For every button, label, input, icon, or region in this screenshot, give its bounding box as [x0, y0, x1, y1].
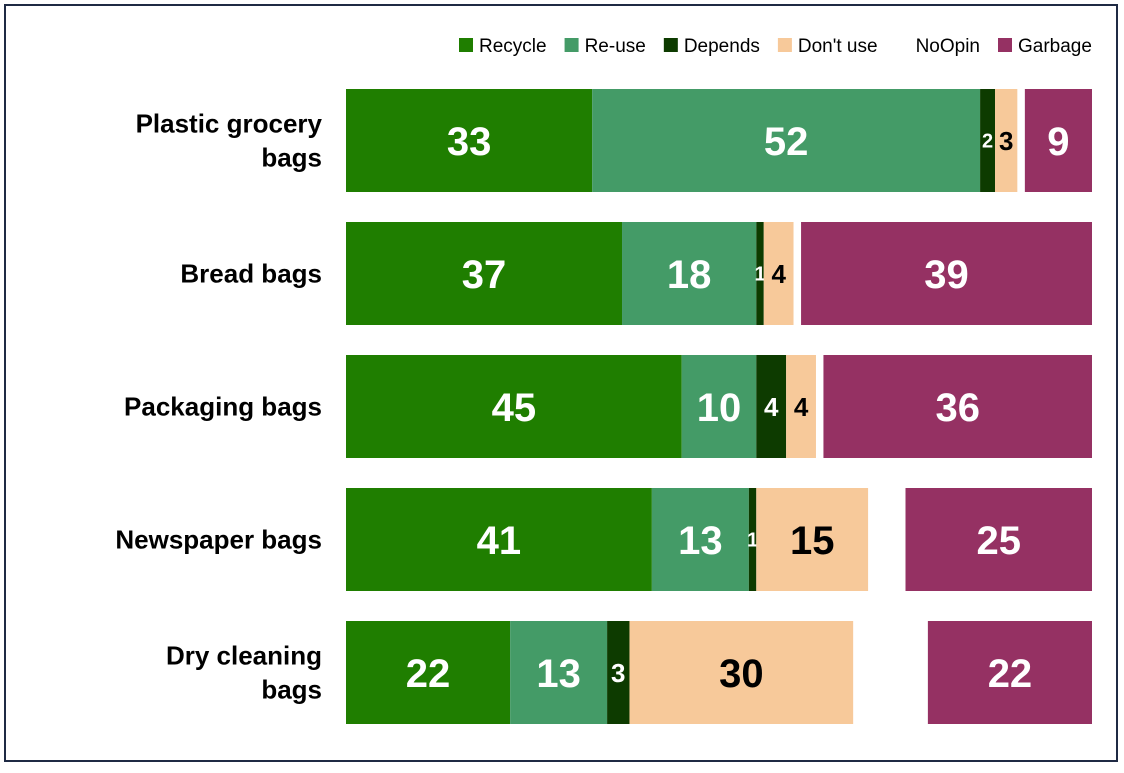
legend-label-depends: Depends — [684, 36, 760, 57]
legend-swatch-re-use — [564, 38, 579, 52]
legend-label-don-t-use: Don't use — [798, 36, 878, 57]
category-label-bread-bags: Bread bags — [180, 259, 322, 289]
data-label-re-use-plastic-grocery-bags: 52 — [764, 120, 809, 164]
bar-depends-dry-cleaning-bags — [607, 621, 630, 724]
bar-recycle-bread-bags — [346, 222, 623, 325]
bar-depends-newspaper-bags — [748, 488, 757, 591]
bar-noopin-plastic-grocery-bags — [1017, 89, 1025, 192]
bar-garbage-plastic-grocery-bags — [1024, 89, 1092, 192]
data-label-recycle-dry-cleaning-bags: 22 — [406, 652, 451, 696]
category-label-plastic-grocery-bags: Plastic grocery bags — [136, 109, 323, 173]
bar-re-use-bread-bags — [622, 222, 757, 325]
bar-depends-packaging-bags — [756, 355, 787, 458]
legend-item-recycle: Recycle — [459, 36, 547, 57]
bar-noopin-dry-cleaning-bags — [853, 621, 928, 724]
legend-item-garbage: Garbage — [998, 36, 1092, 57]
legend-item-depends: Depends — [663, 36, 760, 57]
bar-don-t-use-packaging-bags — [786, 355, 816, 458]
data-label-re-use-bread-bags: 18 — [667, 253, 712, 297]
bar-re-use-dry-cleaning-bags — [510, 621, 608, 724]
bar-depends-plastic-grocery-bags — [980, 89, 996, 192]
bar-don-t-use-dry-cleaning-bags — [629, 621, 854, 724]
legend-item-noopin: NoOpin — [916, 36, 980, 57]
legend-label-recycle: Recycle — [479, 36, 547, 57]
bar-don-t-use-newspaper-bags — [756, 488, 869, 591]
data-label-depends-bread-bags: 1 — [754, 264, 765, 286]
category-label-line: Bread bags — [180, 259, 322, 289]
legend-swatch-garbage — [998, 38, 1012, 52]
legend-item-don-t-use: Don't use — [777, 36, 878, 57]
data-label-don-t-use-dry-cleaning-bags: 30 — [719, 652, 764, 696]
legend-label-re-use: Re-use — [585, 36, 646, 57]
data-label-recycle-bread-bags: 37 — [462, 253, 507, 297]
category-label-line: bags — [261, 143, 322, 173]
category-label-line: Packaging bags — [124, 392, 322, 422]
data-label-depends-newspaper-bags: 1 — [747, 530, 758, 552]
category-label-line: Plastic grocery — [136, 109, 323, 139]
data-label-garbage-plastic-grocery-bags: 9 — [1047, 120, 1069, 164]
data-label-re-use-dry-cleaning-bags: 13 — [536, 652, 581, 696]
data-label-recycle-newspaper-bags: 41 — [477, 519, 522, 563]
data-label-garbage-dry-cleaning-bags: 22 — [988, 652, 1033, 696]
data-label-recycle-packaging-bags: 45 — [492, 386, 537, 430]
category-label-line: Dry cleaning — [166, 641, 322, 671]
category-label-packaging-bags: Packaging bags — [124, 392, 322, 422]
data-label-don-t-use-plastic-grocery-bags: 3 — [999, 126, 1013, 156]
data-label-don-t-use-newspaper-bags: 15 — [790, 519, 835, 563]
bar-re-use-plastic-grocery-bags — [592, 89, 981, 192]
bar-recycle-packaging-bags — [346, 355, 682, 458]
bar-noopin-bread-bags — [793, 222, 802, 325]
data-label-depends-plastic-grocery-bags: 2 — [982, 131, 993, 153]
legend-label-noopin: NoOpin — [916, 36, 980, 57]
bar-recycle-dry-cleaning-bags — [346, 621, 511, 724]
data-label-garbage-packaging-bags: 36 — [935, 386, 980, 430]
bar-garbage-packaging-bags — [823, 355, 1092, 458]
data-label-re-use-newspaper-bags: 13 — [678, 519, 723, 563]
legend-swatch-don-t-use — [777, 38, 792, 52]
data-label-depends-dry-cleaning-bags: 3 — [611, 658, 625, 688]
data-label-re-use-packaging-bags: 10 — [697, 386, 742, 430]
category-label-line: bags — [261, 675, 322, 705]
data-label-don-t-use-packaging-bags: 4 — [794, 392, 809, 422]
bar-re-use-newspaper-bags — [651, 488, 749, 591]
data-label-garbage-newspaper-bags: 25 — [977, 519, 1022, 563]
data-label-don-t-use-bread-bags: 4 — [771, 259, 786, 289]
bar-garbage-bread-bags — [801, 222, 1092, 325]
data-label-recycle-plastic-grocery-bags: 33 — [447, 120, 492, 164]
legend-label-garbage: Garbage — [1018, 36, 1092, 57]
category-label-newspaper-bags: Newspaper bags — [115, 525, 322, 555]
bar-don-t-use-plastic-grocery-bags — [995, 89, 1018, 192]
legend-swatch-depends — [663, 38, 678, 52]
data-label-depends-packaging-bags: 4 — [764, 392, 779, 422]
bar-re-use-packaging-bags — [681, 355, 757, 458]
bar-garbage-dry-cleaning-bags — [927, 621, 1092, 724]
category-label-line: Newspaper bags — [115, 525, 322, 555]
bar-garbage-newspaper-bags — [905, 488, 1092, 591]
bar-recycle-plastic-grocery-bags — [346, 89, 593, 192]
data-label-garbage-bread-bags: 39 — [924, 253, 969, 297]
bar-noopin-newspaper-bags — [868, 488, 906, 591]
legend-swatch-recycle — [459, 38, 473, 52]
bar-noopin-packaging-bags — [815, 355, 824, 458]
legend-item-re-use: Re-use — [564, 36, 646, 57]
bar-depends-bread-bags — [756, 222, 764, 325]
bar-don-t-use-bread-bags — [763, 222, 794, 325]
bar-recycle-newspaper-bags — [346, 488, 652, 591]
category-label-dry-cleaning-bags: Dry cleaning bags — [166, 641, 322, 705]
